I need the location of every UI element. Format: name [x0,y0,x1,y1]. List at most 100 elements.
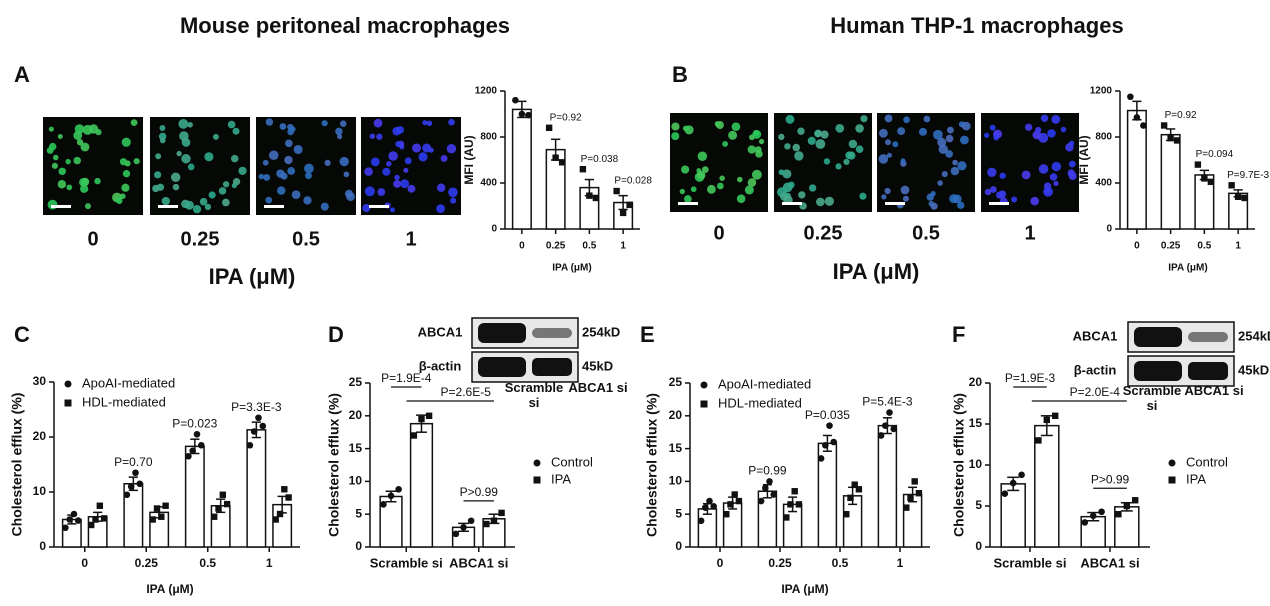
cell [230,154,239,163]
cell [961,121,971,131]
cell [403,167,409,173]
cell [51,162,58,169]
cell [945,134,954,143]
data-point [250,428,258,435]
cell [394,174,400,181]
data-point [158,513,165,520]
cell [785,114,795,124]
data-point [1140,122,1147,129]
data-point [92,516,99,523]
cell [679,188,685,195]
data-point [1123,502,1130,510]
data-point [586,192,593,199]
legend-marker [1168,476,1176,484]
legend-marker [1168,459,1176,467]
blot-band [532,358,572,376]
cell [66,184,73,191]
cell [957,201,965,209]
data-point [1052,412,1059,419]
cell [116,197,123,205]
heading: Mouse peritoneal macrophages [180,13,510,38]
cell [422,143,432,153]
cell [960,135,969,145]
data-point [74,517,82,524]
cell [426,120,433,127]
cell [369,133,376,139]
x-tick-label: 0.25 [1161,241,1181,252]
data-point [410,432,418,439]
data-point [877,432,885,439]
cell [794,151,804,161]
blot-lane-label: Scramble si [1122,383,1182,413]
data-point [817,455,825,462]
x-tick-label: 0.5 [1197,241,1211,252]
blot-lane-label: Scramble si [504,380,564,410]
data-point [518,110,526,118]
cell [268,150,279,161]
legend-marker [533,476,541,484]
x-tick-label: 1 [1235,241,1241,252]
legend-label: IPA [1186,471,1206,486]
data-point [255,414,262,422]
micrograph-xlabel: IPA (μM) [833,259,920,284]
cell [1038,164,1049,174]
x-tick-label: ABCA1 si [1080,555,1139,570]
cell [58,167,66,176]
data-point [731,491,738,498]
data-point [96,502,104,509]
panel-label: C [14,322,30,347]
blot-band [478,357,526,377]
data-point [723,511,730,518]
y-tick-label: 5 [975,498,982,512]
cell [258,173,265,180]
p-value: P=0.92 [550,112,582,123]
x-tick-label: Scramble si [994,555,1067,570]
data-point [579,166,587,173]
data-point [132,469,139,477]
micrograph-label: 0.25 [804,222,843,244]
cell [932,129,943,140]
bar [877,424,898,548]
data-point [215,505,222,512]
cell [1060,126,1067,133]
cell [684,195,692,203]
data-point [259,422,267,430]
cell [370,157,380,167]
x-axis-label: IPA (μM) [146,582,193,596]
y-axis-label: MFI (AU) [1077,135,1091,184]
cell [706,184,716,194]
cell [265,118,274,126]
cell [1051,114,1061,124]
cell [382,167,391,176]
data-point [890,425,897,433]
cell [815,139,826,149]
cell [324,159,331,167]
data-point [66,516,73,523]
cell [232,127,240,135]
cell [156,183,165,191]
cell [946,126,954,134]
data-point [882,422,889,429]
data-point [1043,416,1050,424]
data-point [706,497,713,505]
cell [121,183,130,192]
x-tick-label: 0 [519,241,525,252]
data-point [1089,512,1097,520]
cell [130,119,138,127]
legend-marker [533,459,541,467]
data-point [285,494,292,501]
cell [176,150,182,157]
data-point [558,159,566,166]
cell [231,182,238,189]
p-value: P=1.9E-4 [381,371,432,385]
data-point [483,520,490,528]
cell [395,140,402,148]
cell [179,131,189,141]
cell [1030,196,1040,206]
x-tick-label: 0 [1134,241,1140,252]
scale-bar [51,205,71,208]
cell [671,132,680,141]
cell [807,136,816,145]
p-value: P=0.70 [114,455,153,469]
y-tick-label: 20 [669,408,683,422]
